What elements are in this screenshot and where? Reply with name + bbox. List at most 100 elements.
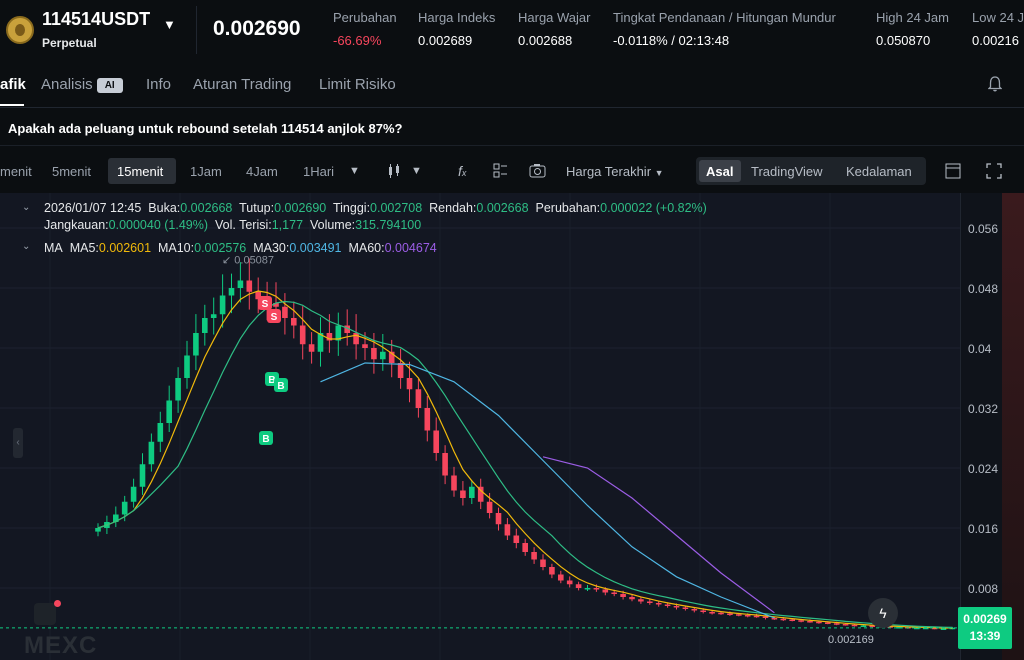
candle-body[interactable] [95, 528, 101, 532]
candle-body[interactable] [166, 400, 172, 424]
candle-body[interactable] [664, 604, 671, 607]
timeframe-1d[interactable]: 1Hari [303, 164, 335, 179]
tab-info[interactable]: Info [146, 76, 172, 93]
candle-body[interactable] [611, 592, 617, 595]
candle-body[interactable] [940, 628, 947, 631]
candle-body[interactable] [406, 378, 413, 390]
candle-body[interactable] [273, 303, 279, 307]
news-question-link[interactable]: Apakah ada peluang untuk rebound setelah… [8, 121, 403, 136]
candle-body[interactable] [237, 280, 244, 289]
tab-chart[interactable]: afik [0, 76, 26, 93]
candle-body[interactable] [477, 486, 484, 502]
candle-body[interactable] [504, 524, 511, 536]
candle-body[interactable] [308, 344, 315, 352]
candle-body[interactable] [424, 408, 431, 431]
timeframe-more-chevron-icon[interactable]: ▼ [349, 165, 360, 177]
bell-icon[interactable] [988, 76, 1002, 92]
trade-marker[interactable] [258, 296, 272, 310]
candle-body[interactable] [691, 609, 698, 611]
timeframe-15m[interactable]: 15menit [117, 164, 164, 179]
candle-body[interactable] [282, 306, 288, 318]
candlestick-chart[interactable]: ↙ 0.05087 S S B B B [0, 193, 960, 660]
candle-body[interactable] [362, 344, 368, 348]
candle-body[interactable] [130, 486, 137, 502]
chevron-down-icon[interactable]: ▼ [163, 17, 176, 32]
view-tradingview[interactable]: TradingView [751, 164, 823, 179]
candle-body[interactable] [299, 325, 306, 345]
fullscreen-icon[interactable] [986, 163, 1002, 182]
candle-body[interactable] [442, 453, 448, 476]
candle-body[interactable] [789, 619, 795, 622]
view-original[interactable]: Asal [706, 164, 734, 179]
trade-marker[interactable] [267, 309, 281, 323]
candle-body[interactable] [825, 622, 831, 625]
candle-body[interactable] [816, 621, 822, 624]
candle-body[interactable] [593, 588, 600, 590]
candle-body[interactable] [549, 567, 555, 575]
candle-body[interactable] [647, 601, 653, 604]
candle-type-icon[interactable] [386, 163, 402, 182]
candle-body[interactable] [602, 589, 609, 593]
camera-icon[interactable] [529, 163, 546, 181]
candle-body[interactable] [558, 574, 564, 581]
candle-body[interactable] [469, 486, 475, 498]
candle-body[interactable] [397, 363, 404, 378]
candle-body[interactable] [326, 333, 333, 341]
candle-body[interactable] [291, 318, 297, 326]
symbol-name[interactable]: 114514USDT [42, 9, 151, 29]
candle-body[interactable] [727, 613, 733, 616]
candle-body[interactable] [931, 627, 938, 630]
candle-body[interactable] [922, 627, 929, 630]
candle-body[interactable] [228, 288, 235, 296]
chevron-left-icon[interactable]: ‹ [13, 428, 23, 458]
candle-body[interactable] [700, 610, 706, 613]
candle-body[interactable] [139, 464, 146, 487]
tab-trading-rules[interactable]: Aturan Trading [193, 76, 292, 93]
candle-body[interactable] [371, 348, 377, 360]
tab-risk-limit[interactable]: Limit Risiko [319, 76, 396, 93]
stat-funding-rate[interactable]: Tingkat Pendanaan / Hitungan Mundur -0.0… [613, 10, 836, 48]
candle-body[interactable] [718, 612, 724, 615]
candle-body[interactable] [451, 475, 457, 491]
candle-body[interactable] [202, 318, 208, 333]
candle-body[interactable] [460, 490, 466, 499]
candle-body[interactable] [210, 314, 217, 318]
candle-body[interactable] [184, 355, 190, 379]
candle-type-chevron-icon[interactable]: ▼ [411, 165, 422, 177]
candle-body[interactable] [682, 607, 689, 610]
candle-body[interactable] [353, 333, 359, 345]
candle-body[interactable] [771, 618, 778, 620]
candle-body[interactable] [780, 618, 787, 621]
candle-body[interactable] [433, 430, 439, 454]
candle-body[interactable] [744, 615, 751, 617]
trade-marker[interactable] [259, 431, 273, 445]
candle-body[interactable] [869, 625, 876, 628]
calendar-icon[interactable] [34, 603, 56, 625]
candle-body[interactable] [575, 584, 582, 588]
candle-body[interactable] [833, 623, 840, 625]
candle-body[interactable] [638, 599, 644, 602]
candle-body[interactable] [344, 325, 350, 334]
collapse-ma-icon[interactable]: ⌄ [22, 241, 31, 252]
candle-body[interactable] [388, 351, 395, 363]
candle-body[interactable] [219, 295, 226, 315]
candle-body[interactable] [540, 559, 546, 568]
candle-body[interactable] [193, 333, 199, 356]
candle-body[interactable] [736, 614, 742, 616]
candle-body[interactable] [157, 423, 164, 442]
timeframe-1m[interactable]: menit [0, 164, 32, 179]
view-depth[interactable]: Kedalaman [846, 164, 912, 179]
candle-body[interactable] [709, 612, 715, 614]
candle-body[interactable] [584, 588, 591, 590]
candle-body[interactable] [495, 513, 502, 525]
candle-body[interactable] [255, 291, 261, 300]
candle-body[interactable] [486, 501, 493, 513]
candle-body[interactable] [148, 441, 155, 465]
candle-body[interactable] [246, 280, 253, 292]
timeframe-1h[interactable]: 1Jam [190, 164, 222, 179]
candle-body[interactable] [317, 333, 324, 352]
timeframe-5m[interactable]: 5menit [52, 164, 92, 179]
template-icon[interactable] [493, 163, 508, 181]
candle-body[interactable] [121, 501, 128, 515]
